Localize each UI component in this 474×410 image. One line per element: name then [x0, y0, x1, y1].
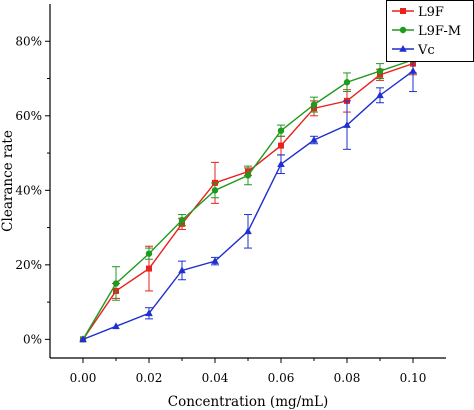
- series-l9f-m: [79, 46, 417, 343]
- legend-marker: [399, 45, 407, 52]
- data-point: [112, 322, 120, 330]
- ticks-group: 0.00 0.02 0.04 0.06 0.08 0.10 0% 20% 40% 60% 80%: [15, 34, 426, 385]
- data-point: [244, 227, 252, 235]
- data-point: [145, 309, 153, 317]
- series-line: [82, 59, 414, 340]
- x-axis-title: Concentration (mg/mL): [168, 394, 328, 410]
- data-point: [277, 160, 285, 168]
- x-tick-label: 0.10: [400, 371, 427, 385]
- legend-label: L9F-M: [418, 24, 461, 39]
- series-line: [82, 62, 414, 340]
- data-point: [145, 250, 153, 257]
- data-point: [277, 127, 285, 134]
- x-tick-label: 0.06: [268, 371, 295, 385]
- data-point: [376, 67, 384, 75]
- legend: L9F L9F-M Vc: [386, 0, 474, 62]
- data-point: [79, 335, 87, 343]
- legend-label: Vc: [417, 43, 435, 58]
- data-point: [112, 280, 120, 287]
- data-point: [310, 101, 318, 108]
- x-tick-label: 0.02: [136, 371, 163, 385]
- legend-item: L9F-M: [392, 24, 461, 39]
- y-axis-title: Clearance rate: [0, 130, 16, 232]
- data-point: [146, 265, 152, 272]
- x-tick-label: 0.04: [202, 371, 229, 385]
- y-tick-label: 60%: [15, 109, 42, 123]
- legend-marker: [400, 8, 406, 14]
- series-l9f: [80, 51, 417, 343]
- x-tick-label: 0.08: [334, 371, 361, 385]
- data-point: [343, 121, 351, 128]
- data-point: [409, 67, 417, 74]
- y-tick-label: 40%: [15, 183, 42, 197]
- data-point: [343, 79, 351, 86]
- legend-label: L9F: [418, 5, 444, 20]
- legend-item: Vc: [392, 43, 435, 58]
- data-point: [211, 257, 219, 264]
- data-point: [278, 142, 284, 149]
- data-point: [178, 216, 186, 224]
- legend-item: L9F: [392, 5, 444, 20]
- data-point: [211, 187, 219, 194]
- data-point: [178, 266, 186, 274]
- legend-marker: [399, 26, 407, 34]
- y-tick-label: 80%: [15, 34, 42, 48]
- data-point: [244, 172, 252, 179]
- plot-area: [79, 46, 417, 343]
- series-line: [82, 70, 414, 341]
- series-vc: [79, 50, 417, 343]
- y-tick-label: 20%: [15, 258, 42, 272]
- data-point: [376, 91, 384, 99]
- y-tick-label: 0%: [23, 332, 42, 346]
- data-point: [310, 136, 318, 143]
- x-tick-label: 0.00: [70, 371, 97, 385]
